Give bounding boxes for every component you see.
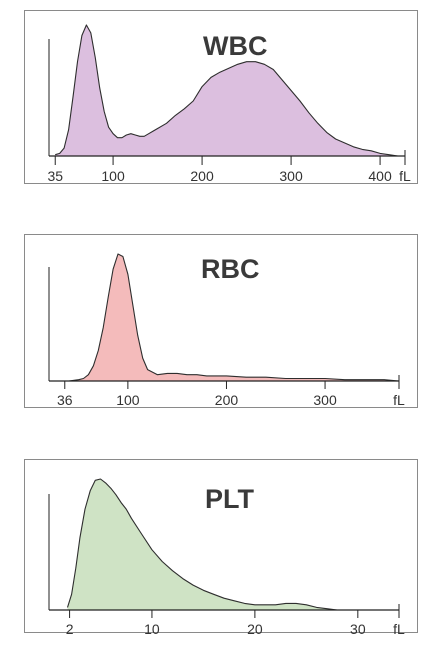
rbc-unit-label: fL <box>393 392 405 408</box>
plt-distribution-curve <box>66 478 379 611</box>
plt-tick-label-30: 30 <box>350 621 366 637</box>
rbc-tick-label-200: 200 <box>215 392 239 408</box>
wbc-tick-label-300: 300 <box>279 168 303 184</box>
wbc-tick-label-100: 100 <box>101 168 125 184</box>
rbc-histogram: 36 100 200 300 fL RBC <box>48 253 405 408</box>
wbc-distribution-curve <box>55 24 398 157</box>
rbc-title: RBC <box>201 254 260 284</box>
plt-tick-label-2: 2 <box>66 621 74 637</box>
wbc-title: WBC <box>203 31 267 61</box>
rbc-distribution-curve <box>49 253 400 382</box>
wbc-tick-label-200: 200 <box>190 168 214 184</box>
wbc-histogram-panel: 35 100 200 300 400 fL WBC <box>24 10 418 184</box>
plt-histogram: 2 10 20 30 fL PLT <box>48 478 405 637</box>
plt-tick-label-20: 20 <box>247 621 263 637</box>
wbc-tick-label-35: 35 <box>47 168 63 184</box>
plt-distribution-area <box>67 479 379 610</box>
rbc-tick-label-36: 36 <box>57 392 73 408</box>
rbc-histogram-panel: 36 100 200 300 fL RBC <box>24 234 418 408</box>
rbc-distribution-area <box>49 254 399 381</box>
rbc-tick-label-100: 100 <box>116 392 140 408</box>
wbc-unit-label: fL <box>399 168 411 184</box>
wbc-tick-label-400: 400 <box>368 168 392 184</box>
plt-unit-label: fL <box>393 621 405 637</box>
wbc-histogram: 35 100 200 300 400 fL WBC <box>47 24 411 184</box>
plt-title: PLT <box>205 484 254 514</box>
rbc-tick-label-300: 300 <box>313 392 337 408</box>
plt-histogram-panel: 2 10 20 30 fL PLT <box>24 459 418 637</box>
wbc-distribution-area <box>55 25 398 156</box>
plt-tick-label-10: 10 <box>144 621 160 637</box>
